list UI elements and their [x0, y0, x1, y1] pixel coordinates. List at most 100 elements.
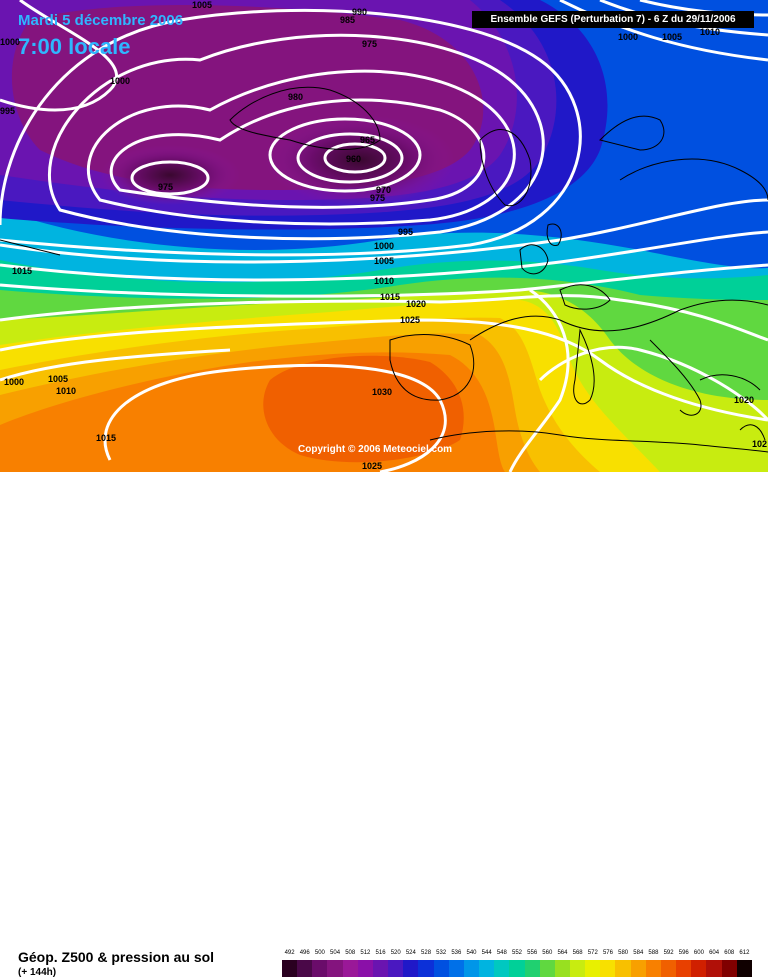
isobar-label: 1005	[192, 0, 212, 10]
scale-swatch	[645, 960, 661, 977]
scale-swatch	[357, 960, 373, 977]
isobar-label: 1010	[56, 386, 76, 396]
isobar-label: 995	[0, 106, 15, 116]
low-east	[265, 115, 455, 205]
scale-label: 612	[739, 950, 750, 956]
scale-swatch	[403, 960, 419, 977]
scale-swatch	[388, 960, 404, 977]
color-scale: 492 496 500 504 508 512 516 520 524 528 532 536 540 5…	[282, 950, 752, 977]
isobar-label: 975	[362, 39, 377, 49]
scale-label: 532	[436, 950, 447, 956]
scale-label: 592	[663, 950, 674, 956]
isobar-label: 970	[376, 185, 391, 195]
scale-label: 504	[330, 950, 341, 956]
color-scale-bar	[282, 960, 752, 977]
scale-label: 572	[587, 950, 598, 956]
isobar-label: 1020	[406, 299, 426, 309]
isobar-label: 975	[158, 182, 173, 192]
scale-swatch	[615, 960, 631, 977]
scale-label: 496	[299, 950, 310, 956]
field-deep-orange	[263, 355, 464, 463]
scale-swatch	[585, 960, 601, 977]
isobar-label: 1000	[0, 37, 20, 47]
coastlines	[0, 86, 768, 453]
scale-label: 588	[648, 950, 659, 956]
scale-swatch	[691, 960, 707, 977]
scale-swatch	[706, 960, 722, 977]
isobar-label: 1030	[372, 387, 392, 397]
isobar-label: 102	[752, 439, 767, 449]
isobar-label: 1010	[374, 276, 394, 286]
scale-swatch	[630, 960, 646, 977]
scale-swatch	[736, 960, 752, 977]
legend-panel: Géop. Z500 & pression au sol (+ 144h) 49…	[0, 472, 768, 978]
scale-swatch	[327, 960, 343, 977]
scale-swatch	[509, 960, 525, 977]
weather-map: 1005 1000 995 1000 985 990 975 980 975 9…	[0, 0, 768, 474]
scale-swatch	[282, 960, 298, 977]
isobar-label: 1005	[374, 256, 394, 266]
scale-swatch	[539, 960, 555, 977]
scale-swatch	[721, 960, 737, 977]
scale-swatch	[479, 960, 495, 977]
isobar-label: 985	[340, 15, 355, 25]
scale-label: 540	[466, 950, 477, 956]
forecast-date: Mardi 5 décembre 2006	[18, 12, 184, 29]
scale-label: 520	[390, 950, 401, 956]
scale-swatch	[372, 960, 389, 977]
isobar-label: 975	[370, 193, 385, 203]
scale-swatch	[524, 960, 540, 977]
isobar-labels: 1005 1000 995 1000 985 990 975 980 975 9…	[0, 0, 767, 471]
isobar-label: 1015	[380, 292, 400, 302]
scale-label: 548	[496, 950, 507, 956]
scale-label: 580	[618, 950, 629, 956]
scale-label: 492	[284, 950, 295, 956]
scale-swatch	[660, 960, 677, 977]
isobar-label: 1020	[734, 395, 754, 405]
isobar-label: 1000	[374, 241, 394, 251]
scale-swatch	[569, 960, 586, 977]
scale-label: 604	[709, 950, 720, 956]
scale-label: 516	[375, 950, 386, 956]
isobar-label: 990	[352, 7, 367, 17]
isobar-label: 1000	[618, 32, 638, 42]
scale-label: 500	[314, 950, 325, 956]
isobar-label: 995	[398, 227, 413, 237]
scale-label: 544	[481, 950, 492, 956]
scale-swatch	[676, 960, 692, 977]
scale-label: 560	[542, 950, 553, 956]
scale-swatch	[297, 960, 313, 977]
scale-label: 508	[345, 950, 356, 956]
scale-label: 576	[602, 950, 613, 956]
copyright-notice: Copyright © 2006 Meteociel.com	[298, 444, 453, 455]
lead-time: (+ 144h)	[18, 967, 57, 978]
scale-label: 568	[572, 950, 583, 956]
isobar-label: 1005	[48, 374, 68, 384]
model-run-label: Ensemble GEFS (Perturbation 7) - 6 Z du …	[472, 11, 754, 28]
isobar-label: 980	[288, 92, 303, 102]
parameter-title: Géop. Z500 & pression au sol	[18, 949, 215, 965]
low-west	[100, 145, 240, 205]
scale-swatch	[600, 960, 616, 977]
isobar-label: 1000	[4, 377, 24, 387]
scale-label: 600	[693, 950, 704, 956]
isobar-label: 1025	[400, 315, 420, 325]
scale-swatch	[418, 960, 434, 977]
scale-swatch	[494, 960, 510, 977]
isobar-label: 1010	[700, 27, 720, 37]
forecast-time: 7:00 locale	[18, 34, 131, 59]
isobar-label: 960	[346, 154, 361, 164]
isobars	[0, 0, 768, 474]
map-canvas: 1005 1000 995 1000 985 990 975 980 975 9…	[0, 0, 768, 474]
scale-label: 564	[557, 950, 568, 956]
scale-label: 556	[527, 950, 538, 956]
scale-swatch	[433, 960, 449, 977]
scale-label: 584	[633, 950, 644, 956]
scale-label: 552	[511, 950, 522, 956]
scale-label: 596	[678, 950, 689, 956]
scale-label: 608	[724, 950, 735, 956]
isobar-label: 1025	[362, 461, 382, 471]
scale-label: 528	[421, 950, 432, 956]
scale-label: 524	[405, 950, 416, 956]
isobar-label: 1015	[96, 433, 116, 443]
